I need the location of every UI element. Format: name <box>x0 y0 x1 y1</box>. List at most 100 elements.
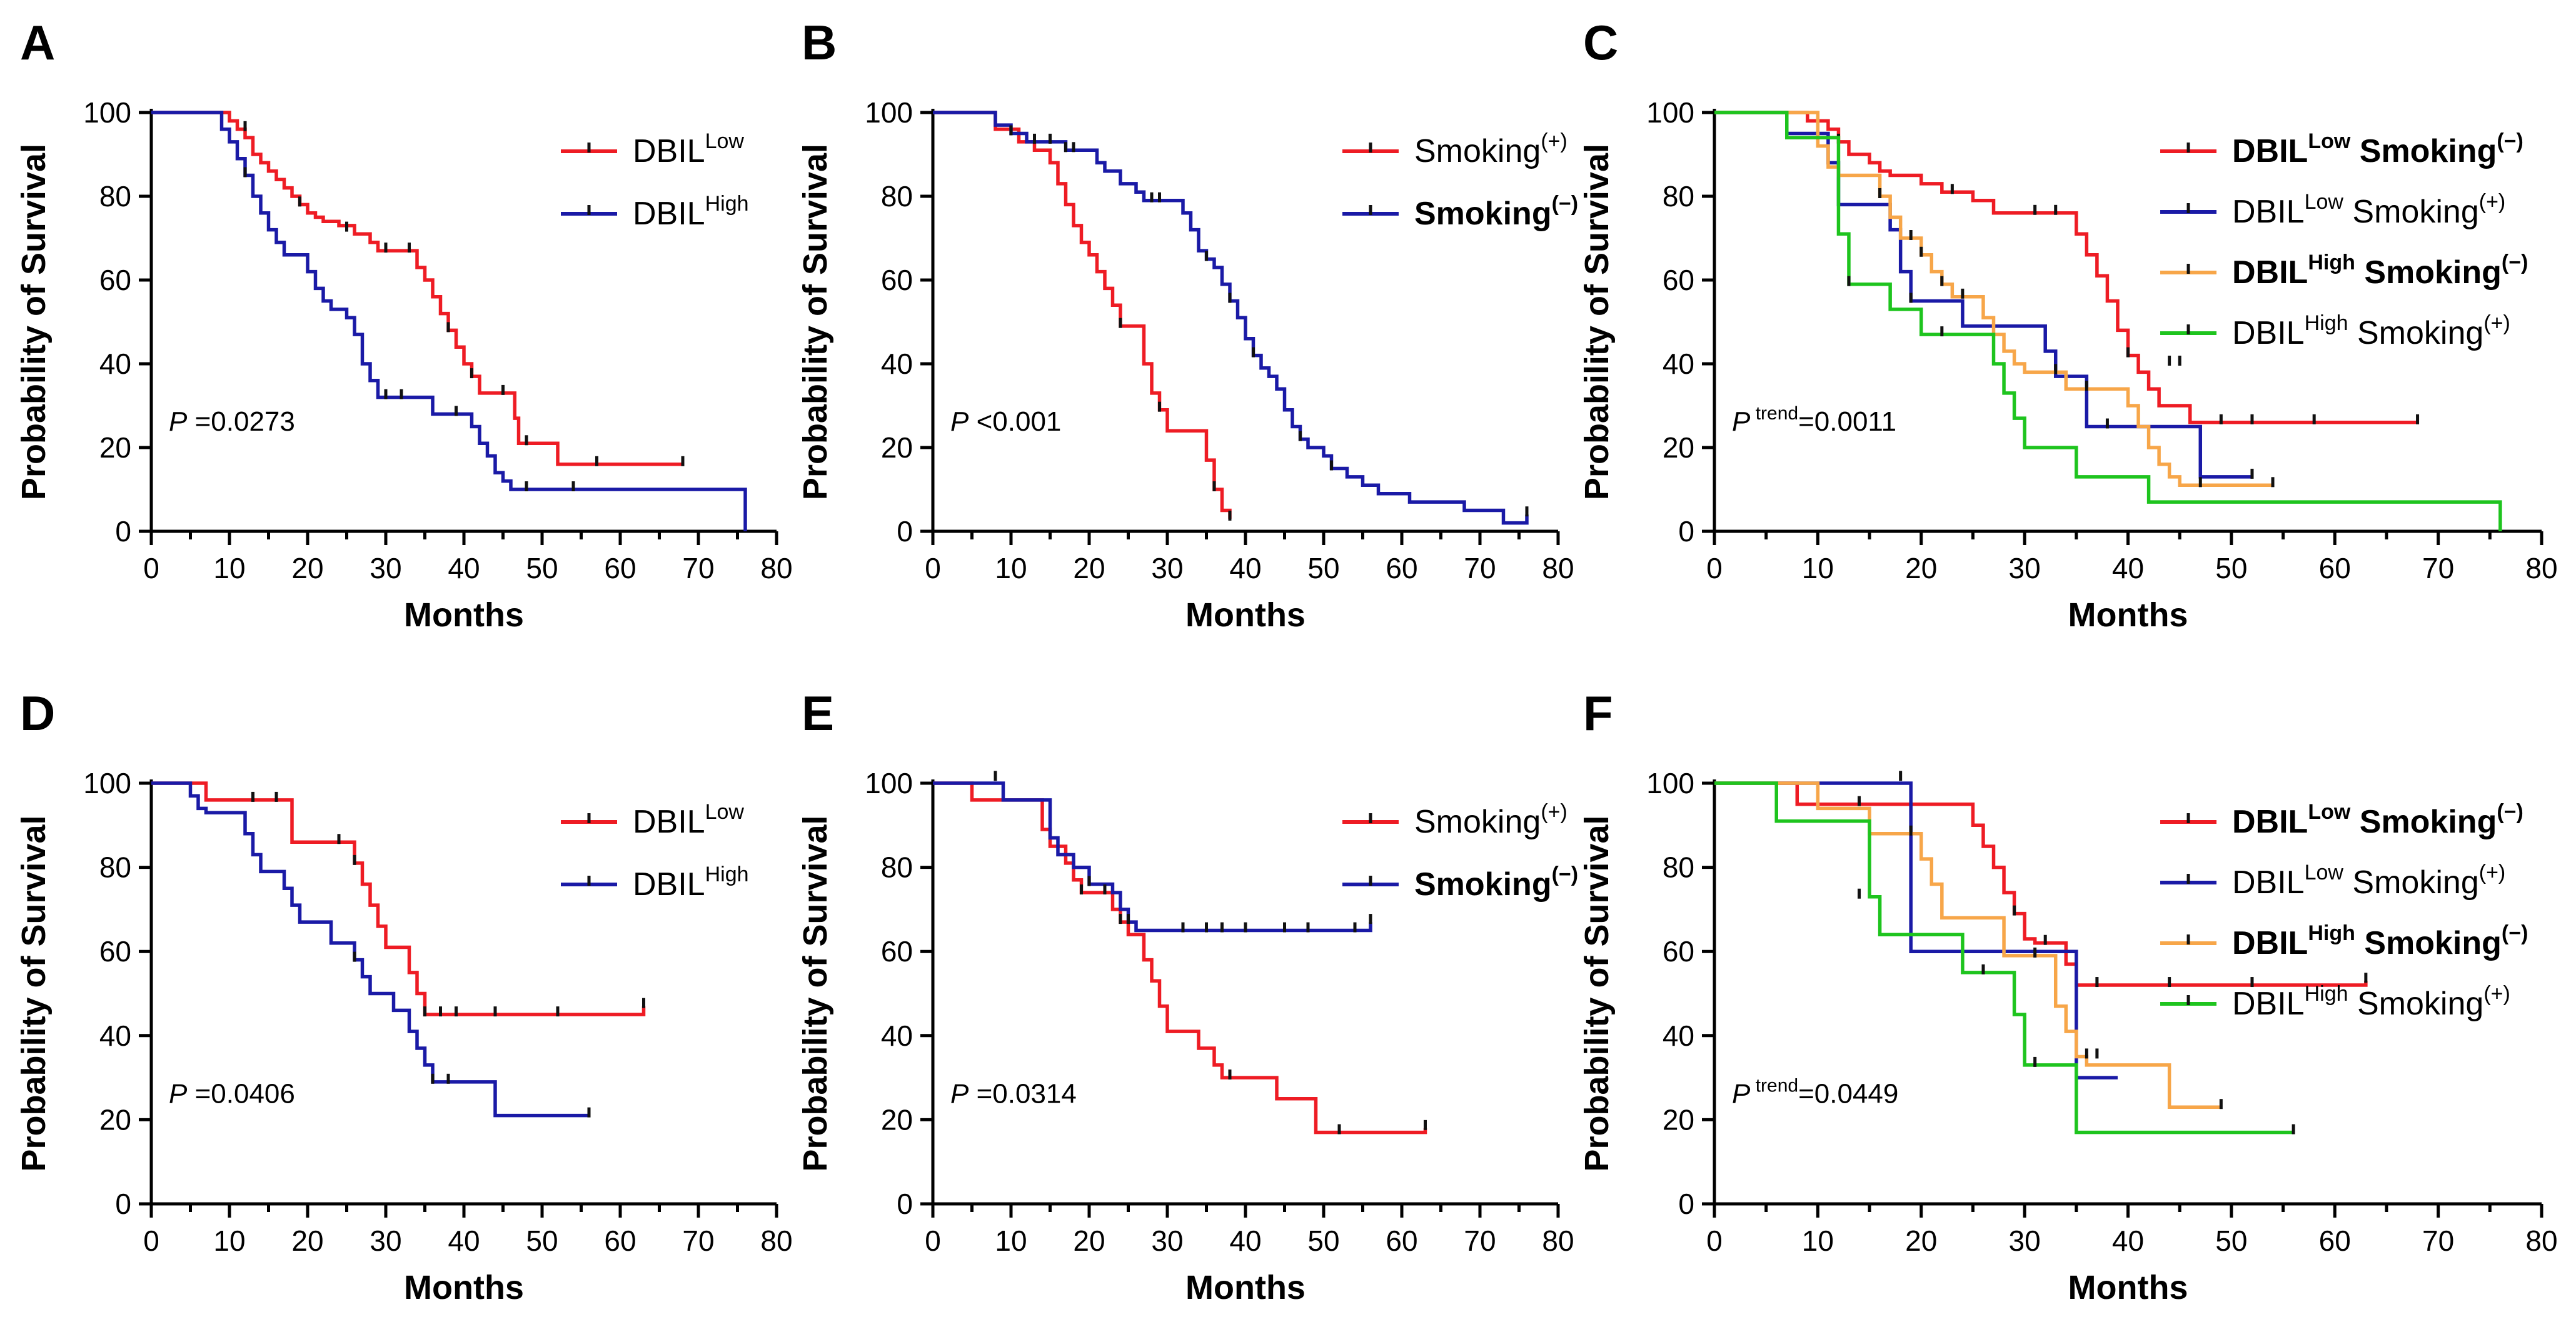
y-tick-label: 20 <box>99 431 131 464</box>
legend-suffix-sup: (−) <box>2497 800 2523 824</box>
panel-letter: F <box>1583 686 1613 741</box>
y-tick-label: 100 <box>83 96 131 129</box>
x-tick-label: 0 <box>925 1224 941 1257</box>
y-tick-label: 80 <box>99 851 131 884</box>
y-tick-label: 60 <box>881 935 913 968</box>
survival-curve-1 <box>1714 781 2368 987</box>
y-tick-label: 60 <box>881 264 913 296</box>
survival-curve-2 <box>151 781 589 1118</box>
legend-name: Smoking <box>1414 866 1552 903</box>
x-tick-label: 20 <box>1073 552 1105 584</box>
legend-name: DBIL <box>2232 804 2308 840</box>
x-axis-title: Months <box>1185 596 1306 634</box>
p-value: P =0.0406 <box>169 1078 295 1109</box>
y-tick-label: 60 <box>99 935 131 968</box>
x-tick-label: 10 <box>1802 1224 1834 1257</box>
panel-letter: C <box>1583 15 1618 70</box>
x-tick-label: 40 <box>1229 552 1261 584</box>
x-tick-label: 70 <box>2422 1224 2454 1257</box>
x-tick-label: 70 <box>1464 552 1496 584</box>
x-tick-label: 30 <box>2009 552 2041 584</box>
y-tick-label: 0 <box>1678 515 1694 548</box>
p-value-prefix: P <box>169 1078 188 1109</box>
y-tick-label: 80 <box>1663 180 1694 213</box>
survival-curve-1 <box>1714 111 2418 424</box>
legend-label: DBILLow Smoking(−) <box>2232 800 2523 840</box>
y-tick-label: 40 <box>881 1019 913 1052</box>
chart-panel-f: F 0 10 20 30 40 50 60 70 80 0 20 40 60 80 100 Months Prob… <box>1578 686 2558 1306</box>
x-tick-label: 20 <box>291 1224 323 1257</box>
p-value: P trend=0.0449 <box>1732 1075 1898 1109</box>
p-value-text: =0.0011 <box>1798 406 1896 437</box>
legend-label: DBILHigh Smoking(+) <box>2232 311 2510 351</box>
legend-label: DBILHigh Smoking(−) <box>2232 251 2528 291</box>
panel-letter: E <box>802 686 834 741</box>
y-tick-label: 0 <box>115 515 131 548</box>
x-tick-label: 40 <box>448 552 480 584</box>
x-tick-label: 50 <box>2215 552 2247 584</box>
y-tick-label: 40 <box>99 348 131 380</box>
x-tick-label: 50 <box>526 1224 558 1257</box>
y-tick-label: 40 <box>1663 1019 1694 1052</box>
panel-letter: B <box>802 15 837 70</box>
x-tick-label: 60 <box>604 552 636 584</box>
y-axis-title: Probability of Survival <box>1578 144 1616 500</box>
survival-curve-1 <box>933 781 1427 1134</box>
x-tick-label: 50 <box>1307 1224 1339 1257</box>
legend-sup: Low <box>2308 129 2351 153</box>
x-tick-label: 80 <box>1542 1224 1574 1257</box>
legend-name: DBIL <box>2232 864 2305 901</box>
y-tick-label: 100 <box>865 767 913 799</box>
survival-curve-1 <box>151 111 683 466</box>
legend-sup: High <box>705 863 749 886</box>
y-tick-label: 60 <box>1663 264 1694 296</box>
x-tick-label: 30 <box>370 1224 401 1257</box>
y-tick-label: 0 <box>1678 1188 1694 1220</box>
p-value-text: =0.0314 <box>969 1078 1077 1109</box>
x-tick-label: 80 <box>2525 1224 2557 1257</box>
legend-suffix: Smoking <box>2355 254 2502 291</box>
legend-suffix-sup: (+) <box>2479 861 2506 884</box>
chart-panel-b: B 0 10 20 30 40 50 60 70 80 0 20 40 60 80 100 Months Prob… <box>797 15 1578 634</box>
survival-curve-1 <box>933 111 1232 519</box>
legend-suffix-sup: (+) <box>2483 311 2510 335</box>
p-value-prefix: P <box>1732 1078 1751 1109</box>
legend-suffix: Smoking <box>2355 925 2502 961</box>
legend-suffix-sup: (−) <box>2502 921 2528 945</box>
p-value-sup: trend <box>1750 403 1798 424</box>
chart-panel-a: A 0 10 20 30 40 50 60 70 80 0 20 40 60 80 100 Months Prob… <box>15 15 793 634</box>
legend-sup: (+) <box>1541 800 1567 824</box>
x-tick-label: 20 <box>1905 1224 1937 1257</box>
legend-name: Smoking <box>1414 196 1552 232</box>
x-tick-label: 30 <box>1151 1224 1183 1257</box>
legend-name: DBIL <box>2232 925 2308 961</box>
p-value-text: <0.001 <box>969 406 1061 437</box>
x-tick-label: 80 <box>1542 552 1574 584</box>
x-axis-title: Months <box>2068 596 2188 634</box>
legend-name: DBIL <box>633 133 705 169</box>
y-axis-title: Probability of Survival <box>797 144 834 500</box>
y-tick-label: 40 <box>99 1019 131 1052</box>
x-tick-label: 70 <box>682 1224 714 1257</box>
x-tick-label: 20 <box>1073 1224 1105 1257</box>
x-tick-label: 50 <box>2215 1224 2247 1257</box>
x-tick-label: 0 <box>1706 1224 1723 1257</box>
survival-curve-1 <box>151 781 646 1016</box>
legend-sup: Low <box>2305 861 2344 884</box>
x-tick-label: 30 <box>1151 552 1183 584</box>
x-tick-label: 20 <box>1905 552 1937 584</box>
chart-panel-d: D 0 10 20 30 40 50 60 70 80 0 20 40 60 80 100 Months Prob… <box>15 686 793 1306</box>
x-tick-label: 60 <box>1386 552 1417 584</box>
legend-name: Smoking <box>1414 804 1541 840</box>
legend-suffix: Smoking <box>2350 804 2497 840</box>
x-tick-label: 10 <box>995 1224 1027 1257</box>
p-value-sup: trend <box>1750 1075 1798 1096</box>
x-tick-label: 70 <box>1464 1224 1496 1257</box>
y-tick-label: 20 <box>881 431 913 464</box>
legend-sup: High <box>705 192 749 216</box>
p-value-prefix: P <box>1732 406 1751 437</box>
x-tick-label: 30 <box>2009 1224 2041 1257</box>
y-tick-label: 100 <box>1646 767 1694 799</box>
legend-label: DBILLow Smoking(+) <box>2232 861 2505 901</box>
